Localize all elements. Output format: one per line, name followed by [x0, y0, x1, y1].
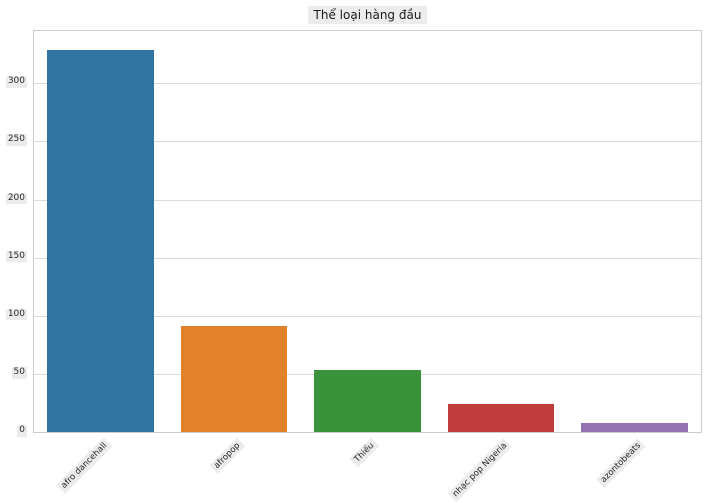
- gridline-y-250: [34, 141, 701, 143]
- chart-title-text: Thể loại hàng đầu: [307, 6, 428, 24]
- y-tick-label: 250: [5, 134, 27, 147]
- bar: [580, 422, 688, 432]
- bar: [314, 370, 421, 432]
- y-tick-label: 0: [17, 425, 27, 437]
- x-tick-label: azontobeats: [596, 438, 646, 488]
- bar: [47, 49, 155, 432]
- x-tick-label: Thiếu: [349, 438, 380, 468]
- bar: [180, 326, 288, 432]
- y-tick-label: 100: [5, 308, 27, 321]
- gridline-y-100: [34, 315, 701, 317]
- plot-area: [33, 30, 702, 433]
- bar: [447, 404, 555, 432]
- y-tick-label: 50: [11, 367, 27, 379]
- x-tick-label: afro dancehall: [56, 438, 113, 494]
- y-tick-label: 300: [5, 76, 27, 89]
- gridline-y-200: [34, 199, 701, 201]
- x-tick-label: afropop: [209, 438, 246, 474]
- y-tick-label: 150: [5, 250, 27, 263]
- x-tick-label: nhạc pop Nigeria: [448, 438, 513, 502]
- chart-title: Thể loại hàng đầu: [33, 6, 702, 24]
- y-tick-label: 200: [5, 192, 27, 205]
- gridline-y-150: [34, 257, 701, 259]
- gridline-y-300: [34, 83, 701, 85]
